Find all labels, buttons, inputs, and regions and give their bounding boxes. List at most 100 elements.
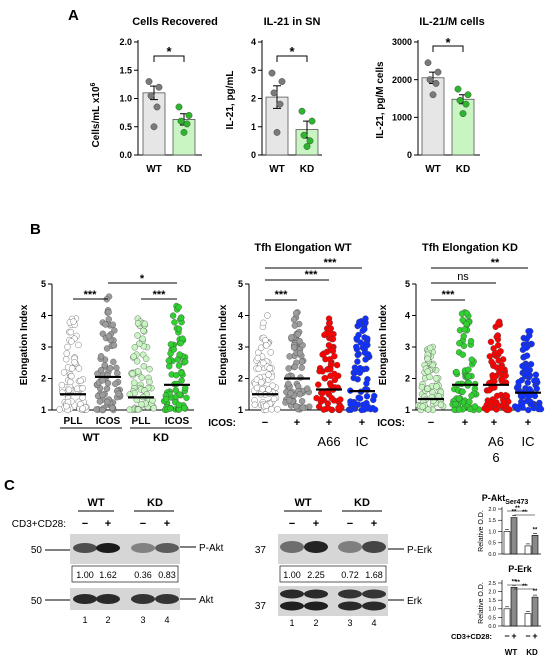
chart-elongation-kd: Tfh Elongation KD Elongation Index 1 2 3 4 5…: [377, 242, 545, 465]
data-point: [75, 341, 82, 349]
data-point: [468, 356, 475, 363]
band-label-p-akt: P-Akt: [199, 543, 224, 554]
data-point: [462, 100, 470, 108]
x-tick-pll-wt: PLL: [64, 416, 83, 427]
data-point: [134, 320, 142, 327]
y-tick-label: 0.5: [119, 122, 132, 132]
panel-letter-a: A: [68, 7, 79, 24]
chart-title: IL-21 in SN: [264, 16, 321, 28]
y-tick-label: 4: [238, 311, 243, 321]
data-point: [175, 103, 183, 111]
band-label-p-erk: P-Erk: [407, 545, 433, 556]
data-point: [294, 331, 301, 338]
y-tick-label: 4: [41, 311, 46, 321]
data-point: [175, 362, 183, 369]
data-point: [99, 391, 106, 399]
data-point: [300, 131, 308, 139]
quant-value: 0.36: [134, 570, 152, 580]
data-point: [260, 319, 267, 327]
data-point: [58, 381, 66, 389]
quant-value: 1.00: [76, 570, 94, 580]
sig-label: ***: [275, 289, 289, 301]
data-point: [517, 402, 524, 409]
band-p-akt: [73, 543, 97, 553]
data-point: [495, 319, 502, 327]
lane-sign: +: [313, 518, 319, 530]
x-tick-pll-kd: PLL: [132, 416, 151, 427]
data-point: [485, 387, 493, 394]
data-point: [521, 365, 529, 372]
data-point: [452, 400, 459, 408]
data-point: [454, 85, 462, 93]
y-tick-label: 2: [405, 374, 410, 384]
data-point: [524, 379, 531, 386]
sig-bracket: [276, 55, 308, 62]
data-point: [353, 367, 360, 374]
data-point: [527, 361, 535, 368]
data-point: [138, 374, 146, 381]
data-point: [286, 397, 293, 404]
data-point: [304, 385, 311, 392]
blot-header-kd: KD: [354, 497, 370, 509]
band-akt: [73, 594, 97, 604]
data-point: [464, 91, 472, 99]
lane-sign: +: [164, 518, 170, 530]
icos-label: ICOS:: [377, 418, 405, 429]
data-point: [424, 355, 431, 362]
mw-marker: 37: [255, 545, 267, 556]
data-point: [99, 330, 107, 337]
data-point: [335, 404, 342, 412]
data-point: [337, 396, 344, 403]
lane-number: 3: [347, 618, 352, 628]
blot-erk: WT KD − + − + 37 P-Erk 1.00 2.25 0.72 1.68 …: [255, 497, 433, 628]
data-point: [525, 393, 532, 400]
bar: [503, 531, 511, 555]
mw-marker: 37: [255, 601, 267, 612]
data-point: [313, 394, 320, 402]
data-point: [466, 405, 474, 413]
data-point: [176, 351, 183, 358]
y-axis-label: Cells/mL x106: [90, 82, 102, 147]
data-point: [104, 398, 111, 406]
data-point: [267, 349, 274, 356]
data-point: [181, 404, 188, 412]
sig-label: **: [512, 579, 517, 585]
data-point: [182, 358, 189, 365]
data-point: [356, 395, 364, 402]
data-point: [102, 321, 109, 328]
data-point: [483, 406, 491, 414]
data-point: [139, 335, 146, 342]
data-point: [298, 107, 306, 115]
data-point: [64, 343, 71, 351]
x-sublabel-ic: IC: [356, 434, 369, 449]
sig-bracket: [153, 55, 185, 62]
data-point: [489, 374, 497, 381]
x-sublabel-a66: A66: [317, 434, 340, 449]
sig-label: ***: [305, 269, 319, 281]
chart-title: P-Erk: [508, 564, 533, 574]
data-point: [140, 327, 147, 334]
data-point: [141, 320, 149, 328]
x-sign: −: [262, 417, 268, 429]
chart-title: Cells Recovered: [132, 16, 218, 28]
data-point: [506, 406, 513, 413]
data-point: [68, 372, 75, 380]
data-point: [68, 338, 75, 345]
data-point: [176, 391, 183, 398]
sig-bracket: [432, 45, 464, 52]
data-point: [531, 377, 538, 384]
lane-sign: −: [347, 518, 353, 530]
band-akt: [131, 594, 155, 604]
data-point: [254, 354, 262, 362]
lane-number: 3: [140, 615, 145, 625]
data-point: [515, 378, 522, 386]
x-sign: −: [428, 417, 434, 429]
data-point: [103, 385, 111, 392]
group-label-kd: KD: [153, 432, 169, 444]
data-point: [331, 376, 339, 384]
data-point: [265, 386, 272, 393]
data-point: [459, 351, 466, 358]
data-point: [270, 395, 278, 403]
y-tick-label: 1.5: [488, 518, 496, 524]
data-point: [324, 404, 332, 412]
